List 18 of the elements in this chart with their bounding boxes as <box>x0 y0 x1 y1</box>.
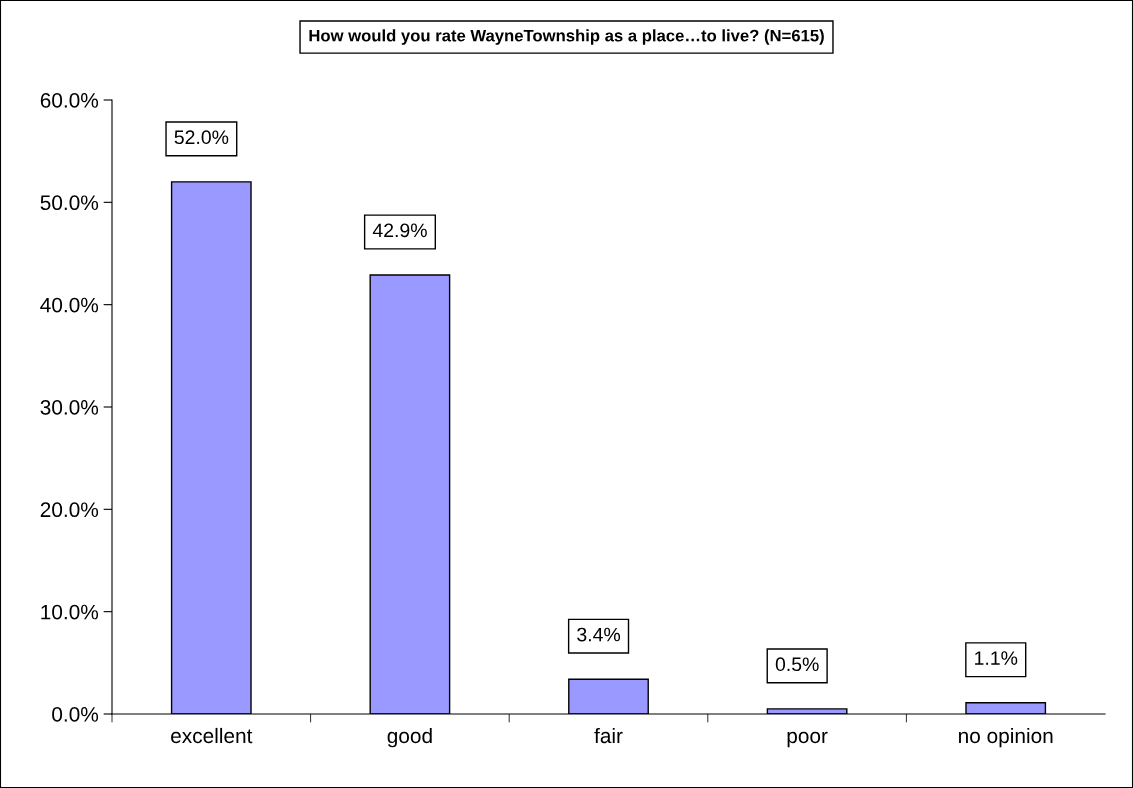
y-tick-label: 50.0% <box>40 195 99 211</box>
y-tick-label: 20.0% <box>40 502 99 518</box>
x-tick-label: excellent <box>171 727 253 744</box>
y-tick-label: 0.0% <box>52 707 99 722</box>
data-label: 3.4% <box>577 627 621 642</box>
y-tick-label: 30.0% <box>40 400 99 415</box>
y-tick-label: 40.0% <box>40 297 99 313</box>
x-tick-label: no opinion <box>959 727 1053 748</box>
data-label: 52.0% <box>174 130 229 145</box>
x-tick-label: good <box>387 727 432 748</box>
data-label: 1.1% <box>975 651 1018 665</box>
y-tick-label: 60.0% <box>40 93 99 108</box>
chart-title: How would you rate WayneTownship as a place…to live? (N=615) <box>309 29 824 45</box>
data-label: 42.9% <box>372 223 427 238</box>
data-label: 0.5% <box>775 657 819 672</box>
x-tick-label: poor <box>787 731 828 748</box>
y-tick-label: 10.0% <box>41 604 99 620</box>
x-tick-label: fair <box>594 727 623 744</box>
